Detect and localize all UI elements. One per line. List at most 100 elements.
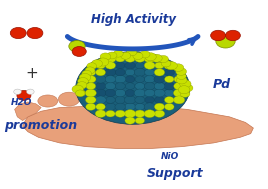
Ellipse shape xyxy=(96,69,106,76)
Ellipse shape xyxy=(115,103,125,111)
Ellipse shape xyxy=(154,110,165,117)
Ellipse shape xyxy=(96,103,105,110)
Ellipse shape xyxy=(85,67,95,74)
Ellipse shape xyxy=(174,76,184,83)
Ellipse shape xyxy=(144,110,155,118)
Ellipse shape xyxy=(135,110,145,117)
Ellipse shape xyxy=(158,55,169,63)
Ellipse shape xyxy=(176,76,187,84)
Ellipse shape xyxy=(154,69,165,76)
Ellipse shape xyxy=(174,82,184,90)
Text: +: + xyxy=(25,66,38,81)
Ellipse shape xyxy=(125,117,135,124)
Ellipse shape xyxy=(125,83,135,89)
Ellipse shape xyxy=(72,46,86,57)
Ellipse shape xyxy=(87,63,96,70)
Ellipse shape xyxy=(135,55,145,62)
Ellipse shape xyxy=(115,55,125,62)
Ellipse shape xyxy=(135,83,145,90)
Ellipse shape xyxy=(72,85,84,93)
Ellipse shape xyxy=(95,110,106,118)
Text: NiO: NiO xyxy=(161,152,179,161)
Ellipse shape xyxy=(38,95,58,107)
Ellipse shape xyxy=(95,96,106,104)
Ellipse shape xyxy=(124,96,136,104)
Text: promotion: promotion xyxy=(4,119,77,132)
Ellipse shape xyxy=(177,73,186,79)
Ellipse shape xyxy=(173,89,185,97)
Ellipse shape xyxy=(140,51,150,58)
Text: H2O: H2O xyxy=(11,98,32,107)
Ellipse shape xyxy=(216,34,235,48)
Ellipse shape xyxy=(58,92,80,106)
Ellipse shape xyxy=(133,52,143,60)
Ellipse shape xyxy=(125,62,135,69)
Ellipse shape xyxy=(81,92,102,105)
Ellipse shape xyxy=(79,74,91,82)
Ellipse shape xyxy=(180,80,191,88)
Ellipse shape xyxy=(85,89,96,97)
Ellipse shape xyxy=(164,69,174,76)
Polygon shape xyxy=(15,102,41,121)
Ellipse shape xyxy=(115,83,125,90)
Ellipse shape xyxy=(144,103,155,111)
Ellipse shape xyxy=(91,60,102,67)
Ellipse shape xyxy=(115,62,125,69)
Ellipse shape xyxy=(86,69,96,76)
Ellipse shape xyxy=(155,62,164,69)
Ellipse shape xyxy=(86,83,96,90)
Ellipse shape xyxy=(161,60,171,67)
Ellipse shape xyxy=(182,84,193,92)
Ellipse shape xyxy=(82,70,91,77)
Ellipse shape xyxy=(211,30,225,41)
Ellipse shape xyxy=(144,82,155,90)
Ellipse shape xyxy=(115,89,126,97)
Ellipse shape xyxy=(14,89,21,94)
Ellipse shape xyxy=(173,64,184,71)
Ellipse shape xyxy=(27,89,34,94)
Ellipse shape xyxy=(125,76,135,83)
Ellipse shape xyxy=(105,82,116,90)
Ellipse shape xyxy=(180,90,190,97)
Ellipse shape xyxy=(115,96,125,104)
Ellipse shape xyxy=(125,103,135,111)
Text: Support: Support xyxy=(147,167,204,180)
Ellipse shape xyxy=(144,62,155,69)
Ellipse shape xyxy=(154,89,165,97)
Ellipse shape xyxy=(10,27,26,39)
Ellipse shape xyxy=(125,69,135,76)
Ellipse shape xyxy=(69,40,85,52)
Ellipse shape xyxy=(164,62,175,69)
Ellipse shape xyxy=(166,62,177,70)
Ellipse shape xyxy=(125,55,135,62)
Ellipse shape xyxy=(76,90,86,96)
Ellipse shape xyxy=(178,86,190,94)
Ellipse shape xyxy=(165,97,174,103)
Ellipse shape xyxy=(154,82,165,90)
Ellipse shape xyxy=(113,50,123,57)
Ellipse shape xyxy=(27,27,43,39)
Ellipse shape xyxy=(164,89,174,97)
Ellipse shape xyxy=(135,96,145,103)
Ellipse shape xyxy=(105,62,116,69)
Ellipse shape xyxy=(126,49,137,56)
Ellipse shape xyxy=(85,96,96,104)
Ellipse shape xyxy=(135,76,145,83)
Ellipse shape xyxy=(106,97,115,103)
Ellipse shape xyxy=(115,69,125,76)
Text: Pd: Pd xyxy=(212,78,230,91)
Ellipse shape xyxy=(105,76,116,83)
Ellipse shape xyxy=(145,53,156,61)
Ellipse shape xyxy=(95,75,106,83)
Ellipse shape xyxy=(145,97,154,103)
Ellipse shape xyxy=(78,77,88,85)
Ellipse shape xyxy=(144,75,155,83)
Ellipse shape xyxy=(95,82,106,90)
Ellipse shape xyxy=(176,68,187,75)
Ellipse shape xyxy=(154,103,165,110)
Ellipse shape xyxy=(100,53,111,60)
Ellipse shape xyxy=(135,103,145,110)
Text: High Activity: High Activity xyxy=(91,13,177,26)
Ellipse shape xyxy=(17,91,31,100)
Ellipse shape xyxy=(164,82,175,90)
